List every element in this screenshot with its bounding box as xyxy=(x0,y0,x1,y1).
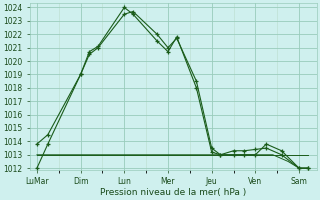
X-axis label: Pression niveau de la mer( hPa ): Pression niveau de la mer( hPa ) xyxy=(100,188,247,197)
